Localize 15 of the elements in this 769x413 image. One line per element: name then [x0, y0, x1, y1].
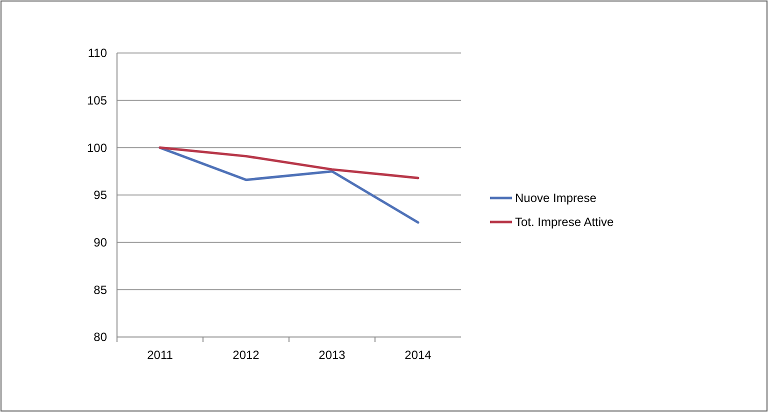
y-tick-label: 90 [94, 236, 108, 250]
line-series [158, 146, 420, 224]
y-tick-label: 100 [86, 140, 108, 155]
y-tick-label: 80 [94, 330, 108, 344]
y-tick-label: 110 [88, 46, 108, 60]
y-tick-label: 95 [94, 188, 108, 202]
y-tick-label: 105 [86, 94, 108, 108]
x-tick-label: 2012 [232, 348, 260, 362]
x-tick-label: 2014 [404, 348, 432, 362]
y-tick-label: 85 [94, 282, 108, 297]
x-tick-label: 2011 [147, 348, 174, 362]
x-tick-label: 2013 [318, 348, 346, 362]
line-series [158, 146, 420, 180]
legend-label: Nuove Imprese [515, 191, 597, 206]
legend-label: Tot. Imprese Attive [515, 215, 614, 230]
